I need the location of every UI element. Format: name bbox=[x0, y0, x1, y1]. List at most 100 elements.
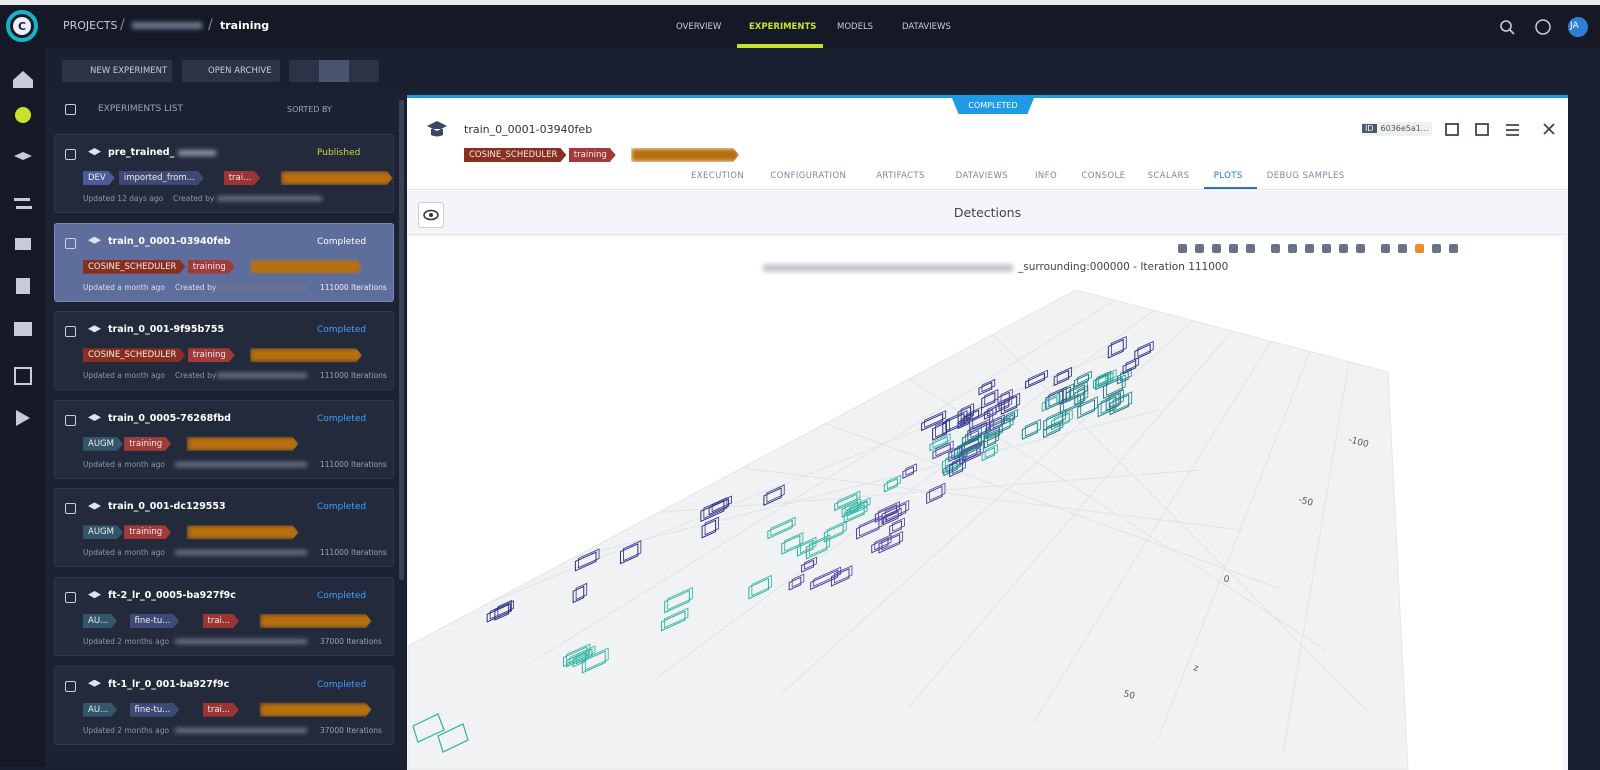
experiment-name: train_0_001-dc129553 bbox=[108, 501, 226, 513]
experiment-name: pre_trained_ bbox=[108, 147, 175, 158]
checkbox[interactable] bbox=[65, 680, 76, 692]
breadcrumb-project[interactable]: training bbox=[220, 19, 270, 32]
nav-tab[interactable]: EXPERIMENTS bbox=[749, 22, 817, 32]
avatar[interactable]: JA bbox=[1570, 21, 1579, 31]
checkbox[interactable] bbox=[65, 104, 76, 115]
visibility-button[interactable] bbox=[418, 202, 444, 228]
button-label: NEW EXPERIMENT bbox=[90, 66, 168, 76]
sort-label[interactable]: SORTED BY bbox=[287, 105, 332, 114]
detail-tab[interactable]: DEBUG SAMPLES bbox=[1266, 171, 1345, 181]
id-label: ID bbox=[1362, 124, 1377, 133]
box bbox=[859, 514, 883, 537]
box bbox=[581, 650, 606, 674]
checkbox[interactable] bbox=[65, 414, 76, 426]
tag: AUGM bbox=[83, 437, 123, 451]
experiment-card[interactable]: train_0_001-9f95b755 Completed COSINE_SCHE… bbox=[54, 311, 394, 391]
detail-tab[interactable]: PLOTS bbox=[1213, 171, 1243, 181]
box bbox=[957, 405, 972, 425]
box bbox=[942, 412, 965, 435]
sidebar-icons bbox=[13, 71, 33, 426]
experiment-name: train_0_0001-03940feb bbox=[464, 123, 593, 136]
logo[interactable]: C bbox=[6, 10, 38, 42]
checkbox[interactable] bbox=[65, 149, 76, 160]
box bbox=[1056, 366, 1073, 383]
checkbox[interactable] bbox=[65, 592, 76, 603]
tag: AU... bbox=[83, 614, 117, 628]
experiment-name: train_0_001-9f95b755 bbox=[108, 324, 225, 336]
box bbox=[998, 395, 1013, 410]
scrollbar[interactable] bbox=[399, 100, 404, 580]
box bbox=[1080, 396, 1098, 416]
box bbox=[1110, 336, 1127, 356]
detail-tab[interactable]: DATAVIEWS bbox=[955, 171, 1009, 181]
detail-tab[interactable]: SCALARS bbox=[1147, 171, 1190, 181]
breadcrumb-projects[interactable]: PROJECTS bbox=[63, 19, 118, 32]
checkbox[interactable] bbox=[65, 237, 76, 249]
id-badge[interactable]: ID 6036e5a1... bbox=[1362, 122, 1432, 136]
top-strip bbox=[0, 0, 1600, 5]
box bbox=[766, 484, 785, 503]
checkbox[interactable] bbox=[65, 326, 76, 338]
iterations: 111000 Iterations bbox=[320, 282, 387, 292]
checkbox[interactable] bbox=[65, 503, 76, 515]
detail-tab[interactable]: EXECUTION bbox=[691, 171, 745, 181]
modebar-icon bbox=[1229, 244, 1238, 253]
box bbox=[1074, 373, 1089, 388]
box bbox=[784, 531, 804, 552]
experiments-panel: EXPERIMENTS LIST SORTED BY pre_trained_ P… bbox=[45, 95, 405, 767]
box bbox=[983, 431, 997, 449]
experiment-card[interactable]: train_0_0001-03940feb Completed COSINE_SCH… bbox=[54, 222, 394, 302]
tag: DEV bbox=[83, 171, 115, 185]
floor-grid bbox=[825, 423, 1284, 591]
tag: AUGM bbox=[83, 525, 123, 539]
box bbox=[1043, 411, 1064, 432]
detail-tab[interactable]: ARTIFACTS bbox=[876, 171, 925, 181]
box bbox=[1062, 391, 1084, 412]
tag: fine-tu... bbox=[130, 614, 180, 628]
open-archive-button[interactable]: OPEN ARCHIVE bbox=[182, 60, 280, 82]
detail-tab[interactable]: CONFIGURATION bbox=[770, 171, 847, 181]
blurred-tag bbox=[281, 171, 393, 185]
experiment-card[interactable]: train_0_0005-76268fbd Completed AUGM traini… bbox=[54, 399, 394, 479]
plot-subtitle: _surrounding:000000 - Iteration 111000 bbox=[1017, 261, 1228, 273]
box bbox=[1061, 383, 1074, 402]
modebar-icon bbox=[1415, 244, 1424, 253]
box bbox=[949, 458, 964, 478]
box bbox=[1003, 392, 1021, 412]
new-experiment-button[interactable]: NEW EXPERIMENT bbox=[62, 60, 172, 82]
experiment-icon bbox=[88, 679, 101, 687]
created-by: Created by bbox=[175, 282, 217, 292]
box bbox=[957, 416, 970, 430]
header: C PROJECTS / / training JA OVERVIEW EXPER… bbox=[0, 5, 1600, 48]
detail-tab[interactable]: CONSOLE bbox=[1081, 171, 1126, 181]
box bbox=[941, 451, 964, 474]
box bbox=[767, 519, 793, 540]
box bbox=[1028, 369, 1048, 386]
blurred-tag bbox=[187, 525, 299, 539]
experiment-card[interactable]: ft-2_lr_0_0005-ba927f9c Completed AU... fin… bbox=[54, 577, 394, 656]
experiment-card[interactable]: ft-1_lr_0_001-ba927f9c Completed AU... fine… bbox=[54, 665, 394, 745]
box bbox=[989, 417, 1003, 432]
nav-underline bbox=[737, 44, 823, 48]
blurred-tag bbox=[260, 703, 372, 717]
box bbox=[935, 418, 950, 438]
detail-tab[interactable]: INFO bbox=[1035, 171, 1058, 181]
box bbox=[1095, 371, 1114, 389]
nav-tab[interactable]: OVERVIEW bbox=[676, 22, 722, 32]
experiment-card[interactable]: train_0_001-dc129553 Completed AUGM trainin… bbox=[54, 488, 394, 568]
modebar-icon bbox=[1212, 244, 1221, 253]
list-title: EXPERIMENTS LIST bbox=[98, 104, 184, 114]
box bbox=[804, 556, 817, 570]
modebar-icon bbox=[1356, 244, 1365, 253]
axis-label: -50 bbox=[1297, 495, 1314, 509]
box bbox=[970, 418, 990, 439]
nav-tab[interactable]: DATAVIEWS bbox=[902, 22, 951, 32]
box bbox=[972, 409, 994, 431]
box bbox=[878, 533, 901, 554]
view-toggle[interactable] bbox=[289, 60, 379, 82]
status: Completed bbox=[317, 679, 367, 690]
box bbox=[1097, 395, 1117, 418]
nav-tab[interactable]: MODELS bbox=[837, 22, 874, 32]
experiment-icon bbox=[427, 121, 447, 137]
experiment-card[interactable]: pre_trained_ Published DEV imported_from...… bbox=[54, 134, 394, 213]
